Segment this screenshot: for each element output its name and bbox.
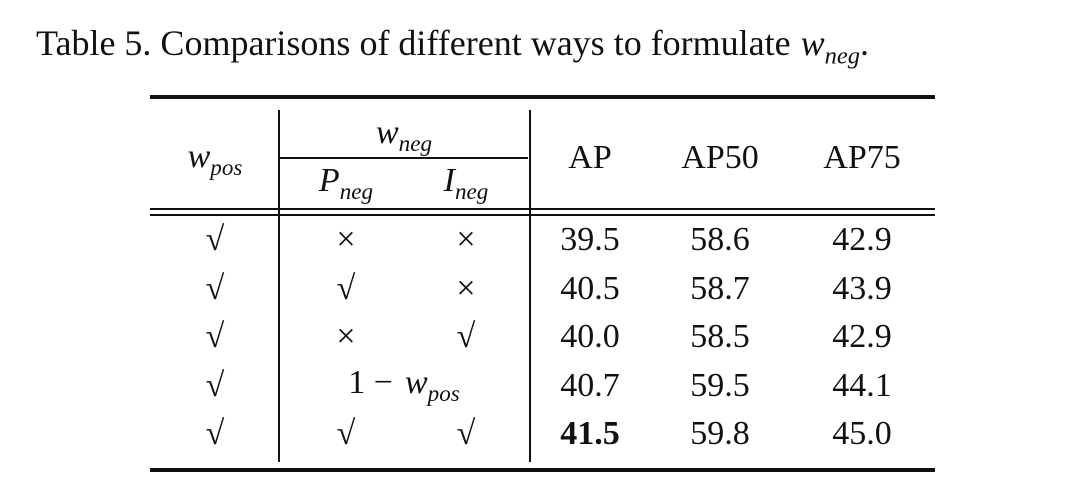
cell-i-neg: × bbox=[456, 221, 476, 258]
cell-w-neg: 1 − wpos bbox=[348, 365, 459, 405]
cell-ap: 41.5 bbox=[560, 415, 620, 452]
cell-ap50: 59.8 bbox=[690, 415, 750, 452]
caption-text: Table 5. Comparisons of different ways t… bbox=[36, 23, 791, 63]
math-subscript: neg bbox=[339, 178, 374, 205]
cell-p-neg: √ bbox=[336, 415, 356, 452]
cell-w-pos: √ bbox=[205, 366, 225, 404]
math-subscript: neg bbox=[398, 130, 433, 157]
cell-p-neg: × bbox=[336, 221, 356, 258]
cell-ap: 40.5 bbox=[560, 269, 620, 307]
math-subscript: pos bbox=[427, 380, 460, 407]
cell-ap50: 58.6 bbox=[690, 221, 750, 258]
cell-w-pos: √ bbox=[205, 415, 225, 452]
cell-i-neg: √ bbox=[456, 415, 476, 452]
header-ap75: AP75 bbox=[823, 139, 901, 176]
header-ap50: AP50 bbox=[681, 139, 759, 176]
cell-ap50: 58.5 bbox=[690, 318, 750, 355]
math-symbol: w bbox=[187, 137, 211, 175]
caption-suffix: . bbox=[860, 23, 869, 63]
cell-ap: 40.0 bbox=[560, 318, 620, 355]
group-rule bbox=[280, 157, 528, 159]
math-symbol: w bbox=[800, 23, 825, 63]
cell-w-pos: √ bbox=[205, 269, 225, 307]
column-divider bbox=[529, 110, 531, 462]
cell-ap75: 42.9 bbox=[832, 318, 892, 355]
cell-p-neg: √ bbox=[336, 269, 356, 307]
bottom-rule bbox=[150, 468, 935, 472]
top-rule bbox=[150, 95, 935, 99]
mid-rule bbox=[150, 214, 935, 216]
header-p-neg: Pneg bbox=[318, 161, 374, 205]
cell-i-neg: × bbox=[456, 269, 476, 307]
cell-ap: 39.5 bbox=[560, 221, 620, 258]
cell-ap75: 44.1 bbox=[832, 366, 892, 404]
math-prefix: 1 − bbox=[348, 363, 393, 401]
cell-ap50: 59.5 bbox=[690, 366, 750, 404]
math-symbol: w bbox=[375, 113, 399, 151]
math-subscript: pos bbox=[210, 154, 243, 181]
math-symbol: w bbox=[404, 363, 428, 401]
math-symbol: P bbox=[318, 161, 340, 199]
math-subscript: neg bbox=[824, 42, 860, 70]
mid-rule bbox=[150, 208, 935, 210]
caption: Table 5. Comparisons of different ways t… bbox=[36, 22, 869, 71]
cell-ap75: 45.0 bbox=[832, 415, 892, 452]
header-w-neg: wneg bbox=[375, 113, 433, 157]
cell-w-pos: √ bbox=[205, 221, 225, 258]
header-w-pos: wpos bbox=[187, 137, 243, 181]
header-i-neg: Ineg bbox=[443, 161, 489, 205]
cell-ap75: 43.9 bbox=[832, 269, 892, 307]
cell-p-neg: × bbox=[336, 318, 356, 355]
column-divider bbox=[278, 110, 280, 462]
header-ap: AP bbox=[568, 139, 612, 176]
cell-ap75: 42.9 bbox=[832, 221, 892, 258]
math-subscript: neg bbox=[454, 178, 489, 205]
cell-ap: 40.7 bbox=[560, 366, 620, 404]
cell-i-neg: √ bbox=[456, 318, 476, 355]
math-symbol: I bbox=[443, 161, 455, 199]
cell-ap50: 58.7 bbox=[690, 269, 750, 307]
cell-w-pos: √ bbox=[205, 318, 225, 355]
